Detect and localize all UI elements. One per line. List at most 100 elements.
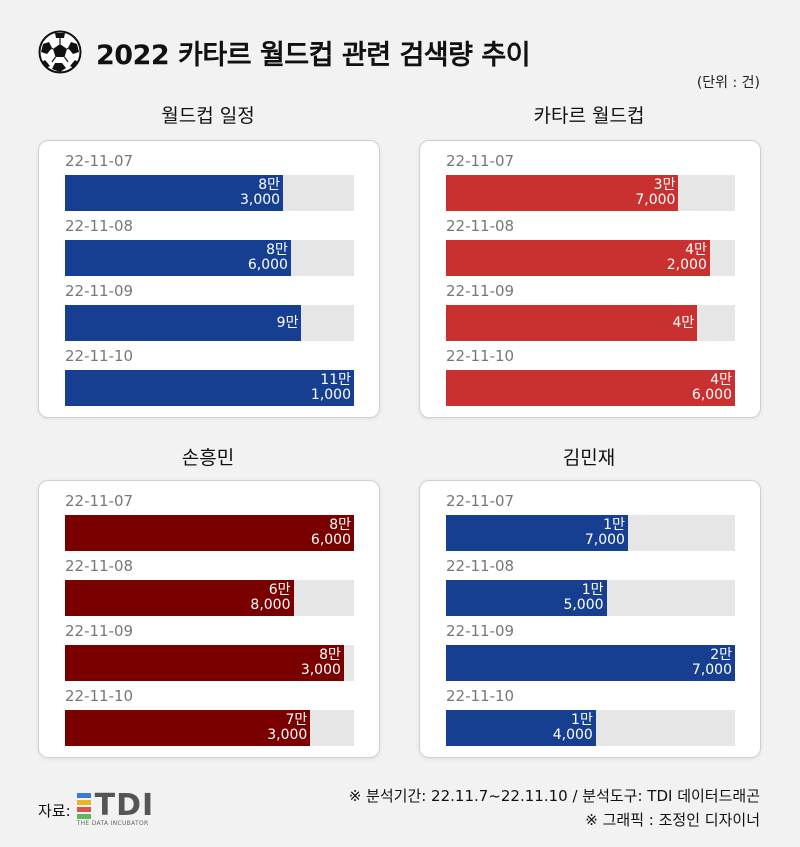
value-label-line: 4만 [685, 242, 707, 258]
logo-text: TDI [94, 788, 155, 823]
bar: 4만 2,000 [446, 240, 710, 276]
value-label-line: 1만 [603, 517, 625, 533]
logo-bars-icon [76, 793, 91, 821]
bar-track: 3만 7,000 [446, 175, 735, 211]
chart-title-qatar-world-cup: 카타르 월드컵 [533, 105, 645, 127]
bar-row: 22-11-07 1만 7,000 [420, 492, 760, 558]
bar-track: 1만 5,000 [446, 580, 735, 616]
bar-track: 11만 1,000 [65, 370, 354, 406]
value-label-line: 11만 [320, 372, 351, 388]
source: 자료: TDI THE DATA INCUBATOR [38, 788, 171, 830]
value-label-line: 6,000 [310, 532, 351, 548]
value-label-line: 8,000 [250, 597, 291, 613]
value-label-line: 6,000 [247, 257, 288, 273]
bar-track: 8만 3,000 [65, 175, 354, 211]
bar: 8만 3,000 [65, 645, 344, 681]
bar-row: 22-11-08 4만 2,000 [420, 217, 760, 283]
date-label: 22-11-09 [65, 282, 134, 300]
bar-track: 1만 4,000 [446, 710, 735, 746]
bar-row: 22-11-08 8만 6,000 [39, 217, 379, 283]
value-label-line: 4,000 [552, 727, 593, 743]
value-label: 9만 [277, 315, 302, 331]
bar-row: 22-11-07 8만 3,000 [39, 152, 379, 218]
value-label: 3만 7,000 [635, 178, 678, 208]
date-label: 22-11-07 [65, 152, 134, 170]
bar-track: 8만 6,000 [65, 515, 354, 551]
chart-title-world-cup-schedule: 월드컵 일정 [161, 105, 255, 127]
source-label: 자료: [38, 801, 71, 820]
value-label: 2만 7,000 [692, 648, 735, 678]
value-label: 4만 6,000 [692, 373, 735, 403]
value-label: 1만 4,000 [553, 713, 596, 743]
value-label-line: 1만 [571, 712, 593, 728]
value-label-line: 3,000 [267, 727, 308, 743]
bar-row: 22-11-10 1만 4,000 [420, 687, 760, 753]
value-label: 4만 [672, 314, 698, 331]
footer-notes: ※ 분석기간: 22.11.7~22.11.10 / 분석도구: TDI 데이터… [349, 784, 760, 832]
bar-row: 22-11-09 2만 7,000 [420, 622, 760, 688]
date-label: 22-11-09 [446, 282, 515, 300]
value-label: 8만 6,000 [311, 518, 354, 548]
chart-panel-kim-min-jae: 22-11-07 1만 7,000 22-11-08 1만 5,000 22-11-09 2만… [419, 480, 761, 758]
chart-panel-qatar-world-cup: 22-11-07 3만 7,000 22-11-08 4만 2,000 22-11-09 4만… [419, 140, 761, 418]
logo-subtitle: THE DATA INCUBATOR [76, 820, 149, 827]
value-label-line: 6만 [268, 582, 291, 598]
bar-track: 7만 3,000 [65, 710, 354, 746]
chart-title-kim-min-jae: 김민재 [562, 447, 616, 469]
date-label: 22-11-08 [446, 217, 515, 235]
value-label-line: 8만 [266, 242, 288, 258]
value-label: 11만 1,000 [311, 373, 354, 403]
date-label: 22-11-09 [65, 622, 134, 640]
bar-row: 22-11-09 8만 3,000 [39, 622, 379, 688]
bar: 2만 7,000 [446, 645, 735, 681]
bar-row: 22-11-10 7만 3,000 [39, 687, 379, 753]
value-label-line: 1만 [581, 582, 604, 598]
date-label: 22-11-07 [446, 152, 515, 170]
date-label: 22-11-08 [446, 557, 515, 575]
value-label-line: 7만 [285, 712, 308, 728]
bar: 8만 6,000 [65, 240, 291, 276]
chart-panel-son-heung-min: 22-11-07 8만 6,000 22-11-08 6만 8,000 22-11-09 8만… [38, 480, 380, 758]
bar-track: 2만 7,000 [446, 645, 735, 681]
bar-row: 22-11-07 8만 6,000 [39, 492, 379, 558]
chart-panel-world-cup-schedule: 22-11-07 8만 3,000 22-11-08 8만 6,000 22-11-09 9만… [38, 140, 380, 418]
value-label-line: 3,000 [300, 662, 341, 678]
bar-row: 22-11-09 4만 [420, 282, 760, 348]
unit-label: (단위 : 건) [696, 75, 760, 91]
value-label-line: 1,000 [310, 387, 351, 403]
value-label-line: 4만 [672, 314, 695, 331]
value-label-line: 8만 [329, 517, 351, 533]
value-label: 4만 2,000 [667, 243, 710, 273]
value-label: 8만 6,000 [248, 243, 291, 273]
chart-title-son-heung-min: 손흥민 [181, 447, 235, 469]
bar-row: 22-11-07 3만 7,000 [420, 152, 760, 218]
bar-row: 22-11-10 4만 6,000 [420, 347, 760, 413]
value-label: 1만 5,000 [563, 583, 606, 613]
value-label-line: 3만 [653, 177, 676, 193]
bar-row: 22-11-09 9만 [39, 282, 379, 348]
value-label: 1만 7,000 [585, 518, 628, 548]
value-label: 8만 3,000 [301, 648, 344, 678]
bar-row: 22-11-08 6만 8,000 [39, 557, 379, 623]
bar-track: 1만 7,000 [446, 515, 735, 551]
bar: 1만 5,000 [446, 580, 607, 616]
value-label-line: 5,000 [563, 597, 604, 613]
value-label: 7만 3,000 [267, 713, 310, 743]
analysis-note: ※ 분석기간: 22.11.7~22.11.10 / 분석도구: TDI 데이터… [348, 787, 760, 805]
bar: 4만 6,000 [446, 370, 735, 406]
bar: 3만 7,000 [446, 175, 679, 211]
value-label-line: 4만 [710, 372, 732, 388]
bar-track: 4만 2,000 [446, 240, 735, 276]
tdi-logo: TDI THE DATA INCUBATOR [76, 788, 171, 830]
page-title: 2022 카타르 월드컵 관련 검색량 추이 [96, 39, 531, 71]
date-label: 22-11-10 [446, 347, 515, 365]
value-label-line: 2,000 [666, 257, 707, 273]
bar-track: 6만 8,000 [65, 580, 354, 616]
bar-row: 22-11-10 11만 1,000 [39, 347, 379, 413]
bar-track: 4만 [446, 305, 735, 341]
bar: 1만 4,000 [446, 710, 596, 746]
bar: 11만 1,000 [65, 370, 354, 406]
date-label: 22-11-10 [65, 347, 134, 365]
date-label: 22-11-07 [446, 492, 515, 510]
bar-track: 9만 [65, 305, 354, 341]
